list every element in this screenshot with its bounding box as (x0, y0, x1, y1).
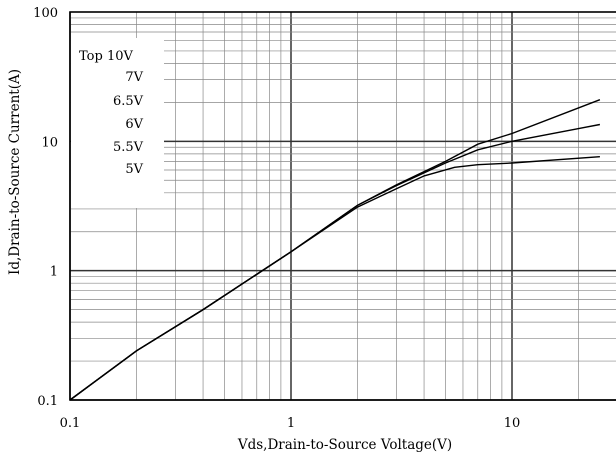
legend-entry-5v: 5V (125, 162, 143, 177)
x-tick-label-1: 1 (287, 416, 295, 431)
series-group (69, 99, 601, 401)
tick-labels: 0.1 1 10 0.1 1 10 100 (33, 6, 520, 431)
x-axis-label: Vds,Drain-to-Source Voltage(V) (237, 437, 452, 453)
grid (69, 12, 616, 401)
legend-entry-6-5v: 6.5V (113, 94, 144, 109)
legend-entry-top-10v: Top 10V (79, 49, 133, 64)
y-tick-label-10: 10 (41, 135, 58, 150)
x-tick-label-10: 10 (504, 416, 521, 431)
y-tick-label-1: 1 (50, 265, 58, 280)
legend-entry-6v: 6V (125, 117, 143, 132)
series-line-3 (69, 156, 600, 401)
legend: Top 10V 7V 6.5V 6V 5.5V 5V (71, 38, 164, 208)
y-axis-label: Id,Drain-to-Source Current(A) (7, 69, 23, 275)
legend-box (71, 38, 164, 208)
plot-border (69, 11, 616, 401)
y-tick-label-0-1: 0.1 (37, 394, 58, 409)
legend-entry-5-5v: 5.5V (113, 140, 144, 155)
legend-entry-7v: 7V (125, 70, 143, 85)
y-tick-label-100: 100 (33, 6, 58, 21)
x-tick-label-0-1: 0.1 (60, 416, 81, 431)
